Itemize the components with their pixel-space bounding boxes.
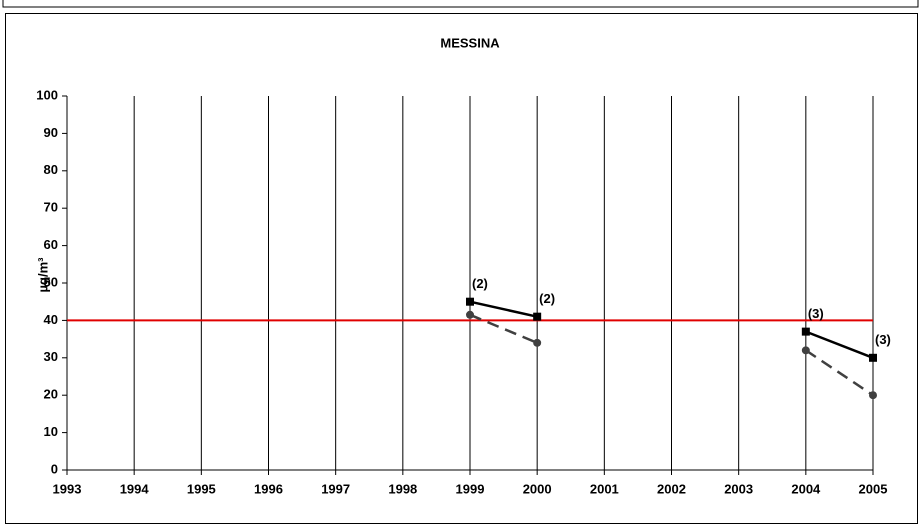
annotation: (2) [539,291,555,306]
x-tick-label: 2005 [859,481,888,496]
marker [533,312,542,321]
y-tick-label: 60 [44,237,58,252]
marker [869,391,877,400]
y-tick-label: 20 [44,387,58,402]
series-line [469,313,874,397]
series-line [469,300,874,359]
marker [801,327,810,336]
x-tick-label: 1996 [254,481,283,496]
x-tick-label: 2003 [724,481,753,496]
y-tick-label: 10 [44,424,58,439]
x-tick-label: 1995 [187,481,216,496]
x-tick-label: 2004 [791,481,821,496]
marker [466,310,474,319]
x-tick-label: 1998 [388,481,417,496]
x-tick-label: 2002 [657,481,686,496]
x-tick-label: 2000 [523,481,552,496]
y-tick-label: 30 [44,349,58,364]
annotation: (2) [472,276,488,291]
marker [801,346,810,355]
y-tick-label: 90 [44,125,58,140]
x-tick-label: 2001 [590,481,619,496]
y-axis-label: µg/m³ [35,257,50,293]
y-tick-label: 0 [51,461,58,476]
x-tick-label: 1997 [321,481,350,496]
x-tick-label: 1999 [456,481,485,496]
y-tick-label: 70 [44,200,58,215]
marker [466,297,474,306]
y-tick-label: 100 [36,87,58,102]
chart-title: MESSINA [440,35,500,50]
annotation: (3) [808,306,824,321]
y-tick-label: 80 [44,162,58,177]
x-tick-label: 1993 [53,481,82,496]
annotation: (3) [875,332,891,347]
marker [533,338,542,347]
marker [869,353,877,362]
y-tick-label: 40 [44,312,58,327]
y-tick-label: 50 [44,274,58,289]
x-tick-label: 1994 [120,481,150,496]
upper-frame [2,0,919,8]
chart-frame [5,13,918,524]
